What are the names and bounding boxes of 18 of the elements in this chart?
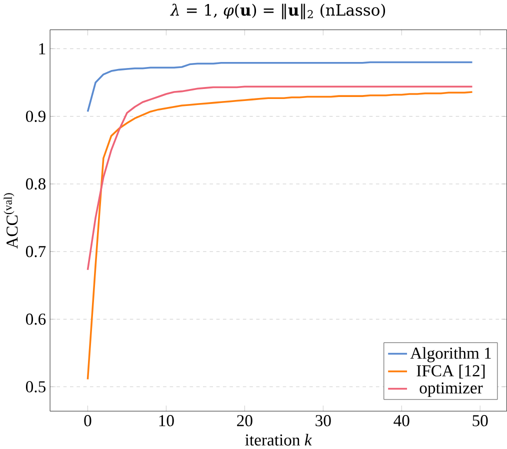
legend-label: IFCA [12] [416,364,485,378]
y-tick-label: 0.5 [26,381,46,392]
y-axis-title: ACC$^{(val)}$ [4,193,18,249]
legend-label: optimizer [420,382,483,397]
y-tick-label: 0.8 [26,178,46,190]
x-tick-label: 30 [316,414,331,426]
x-tick-label: 10 [159,414,174,426]
legend-label: Algorithm 1 [410,346,491,362]
x-tick-label: 50 [472,414,488,426]
y-tick-label: 0.9 [26,110,46,122]
x-tick-label: 40 [394,414,410,426]
chart-title: λ = 1, φ(u) = ‖u‖$_{2}$ (nLasso) [170,4,386,20]
y-tick-label: 0.7 [26,246,46,258]
y-tick-label: 0.6 [26,313,46,325]
x-tick-label: 0 [84,414,92,426]
x-axis-title: iteration k [245,434,312,446]
y-tick-label: 1 [39,43,46,54]
x-tick-label: 20 [237,414,252,426]
